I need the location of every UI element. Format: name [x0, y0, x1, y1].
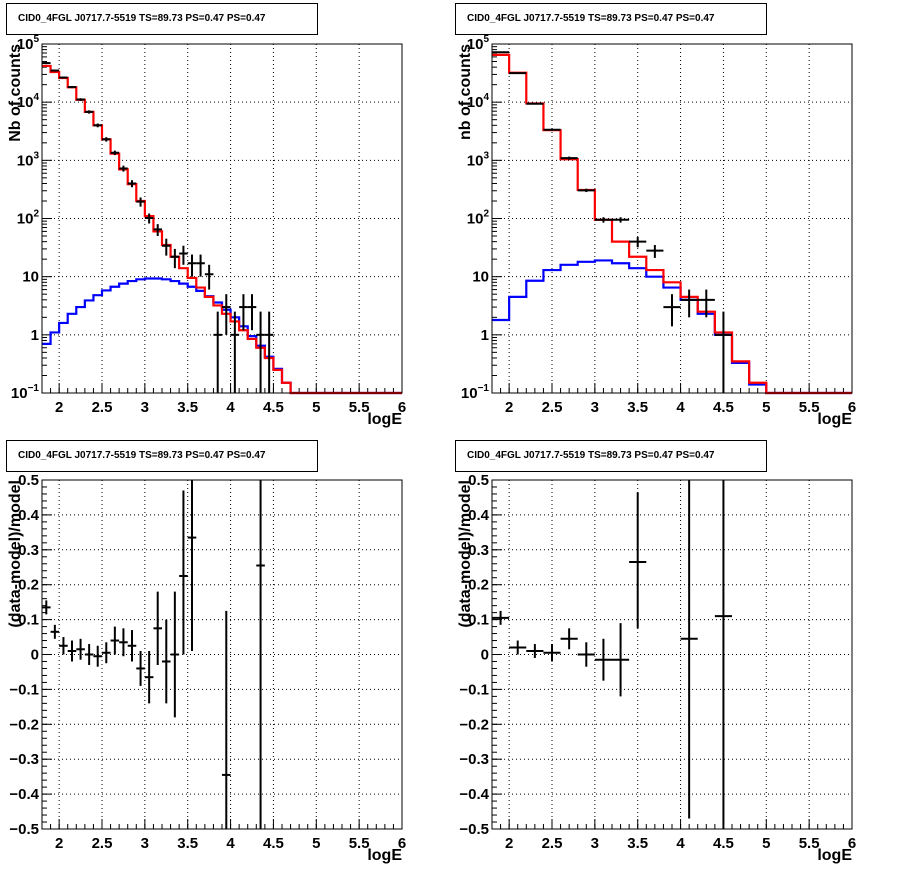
y-tick-label: 103: [17, 150, 40, 169]
y-tick-label: 0.1: [468, 612, 489, 629]
x-tick-label: 3: [591, 835, 599, 852]
x-tick-label: 4.5: [713, 835, 734, 852]
x-axis-title: logE: [817, 847, 852, 864]
x-tick-label: 2: [505, 835, 513, 852]
x-tick-label: 5.5: [349, 835, 370, 852]
x-tick-label: 5: [312, 835, 320, 852]
y-axis-title: Nb of counts: [7, 44, 24, 142]
y-tick-label: 104: [467, 92, 490, 111]
y-tick-label: 103: [467, 150, 490, 169]
x-tick-label: 5: [312, 399, 320, 416]
y-tick-label: 10−1: [461, 383, 490, 402]
x-tick-label: 3: [141, 835, 149, 852]
x-tick-label: 5: [762, 399, 770, 416]
x-tick-label: 6: [848, 399, 856, 416]
x-tick-label: 4: [676, 399, 685, 416]
plot-frame: [491, 43, 853, 394]
y-tick-label: 0.2: [18, 577, 39, 594]
chart-panel-3: 2 2.5 3 3.5 4 4.5 5 5.5 6 −0.5 −0.4 −0.3 −0.2 −0.1 0 0.…: [7, 472, 406, 864]
x-tick-label: 4: [226, 835, 235, 852]
y-tick-label: 0.3: [468, 542, 489, 559]
x-tick-label: 3: [591, 399, 599, 416]
y-tick-label: −0.1: [459, 681, 489, 698]
y-tick-label: 0.4: [18, 507, 40, 524]
y-tick-label: −0.4: [459, 786, 489, 803]
y-tick-label: 0.3: [18, 542, 39, 559]
x-axis-title: logE: [817, 411, 852, 428]
x-tick-label: 4.5: [263, 835, 284, 852]
y-tick-label: 105: [17, 34, 40, 53]
x-tick-label: 6: [398, 399, 406, 416]
plot-frame: [41, 43, 403, 394]
x-tick-label: 2.5: [542, 835, 563, 852]
chart-panel-1: 2 2.5 3 3.5 4 4.5 5 5.5 6 10−1 1 10 102 103 104 105 logE…: [7, 34, 406, 428]
y-tick-label: −0.2: [9, 716, 39, 733]
x-tick-label: 4.5: [713, 399, 734, 416]
total-model-histogram: [42, 64, 402, 395]
y-tick-label: 1: [31, 327, 39, 344]
panel-title-top-left: CID0_4FGL J0717.7-5519 TS=89.73 PS=0.47 …: [6, 3, 318, 35]
y-tick-label: −0.3: [459, 751, 489, 768]
x-tick-label: 6: [398, 835, 406, 852]
plot-frame: [41, 479, 403, 830]
y-tick-label: 1: [481, 327, 489, 344]
x-tick-label: 3.5: [627, 399, 648, 416]
y-tick-label: 102: [467, 209, 490, 228]
x-tick-label: 4.5: [263, 399, 284, 416]
y-axis-title: (data-model)/model: [457, 480, 474, 628]
x-tick-label: 5: [762, 835, 770, 852]
panel-title-bottom-right: CID0_4FGL J0717.7-5519 TS=89.73 PS=0.47 …: [455, 440, 767, 472]
plot-frame: [491, 479, 853, 830]
panel-title-bottom-left: CID0_4FGL J0717.7-5519 TS=89.73 PS=0.47 …: [6, 440, 318, 472]
x-tick-label: 5.5: [799, 399, 820, 416]
source-model-histogram: [492, 259, 852, 395]
x-tick-label: 2: [55, 835, 63, 852]
y-tick-label: 102: [17, 209, 40, 228]
y-tick-label: 104: [17, 92, 40, 111]
x-tick-label: 3.5: [177, 399, 198, 416]
total-model-histogram: [492, 53, 852, 395]
y-axis-title: (data-model)/model: [7, 480, 24, 628]
x-axis-title: logE: [367, 847, 402, 864]
x-tick-label: 2: [505, 399, 513, 416]
y-tick-label: 0.5: [18, 472, 39, 489]
x-axis-title: logE: [367, 411, 402, 428]
y-tick-label: −0.5: [9, 821, 39, 838]
x-tick-label: 2: [55, 399, 63, 416]
panel-title-top-right: CID0_4FGL J0717.7-5519 TS=89.73 PS=0.47 …: [455, 3, 767, 35]
x-tick-label: 4: [676, 835, 685, 852]
chart-panel-2: 2 2.5 3 3.5 4 4.5 5 5.5 6 10−1 1 10 102 103 104 105 logE…: [457, 34, 856, 428]
y-tick-label: 0: [31, 647, 39, 664]
y-tick-label: 0: [481, 647, 489, 664]
y-tick-label: −0.1: [9, 681, 39, 698]
x-tick-label: 6: [848, 835, 856, 852]
y-tick-label: −0.4: [9, 786, 39, 803]
chart-panel-4: 2 2.5 3 3.5 4 4.5 5 5.5 6 −0.5 −0.4 −0.3 −0.2 −0.1 0 0.…: [457, 472, 856, 864]
x-tick-label: 2.5: [92, 835, 113, 852]
y-tick-label: 10−1: [11, 383, 40, 402]
y-tick-label: 0.4: [468, 507, 490, 524]
x-tick-label: 5.5: [349, 399, 370, 416]
y-tick-label: −0.3: [9, 751, 39, 768]
y-axis-title: nb of counts: [457, 44, 474, 140]
x-tick-label: 3.5: [177, 835, 198, 852]
y-tick-label: 0.5: [468, 472, 489, 489]
y-tick-label: 10: [22, 269, 39, 286]
x-tick-label: 5.5: [799, 835, 820, 852]
y-tick-label: 0.2: [468, 577, 489, 594]
x-tick-label: 3.5: [627, 835, 648, 852]
x-tick-label: 2.5: [542, 399, 563, 416]
x-tick-label: 2.5: [92, 399, 113, 416]
y-tick-label: 105: [467, 34, 490, 53]
y-tick-label: 10: [472, 269, 489, 286]
x-tick-label: 3: [141, 399, 149, 416]
x-tick-label: 4: [226, 399, 235, 416]
y-tick-label: −0.5: [459, 821, 489, 838]
y-tick-label: 0.1: [18, 612, 39, 629]
y-tick-label: −0.2: [459, 716, 489, 733]
